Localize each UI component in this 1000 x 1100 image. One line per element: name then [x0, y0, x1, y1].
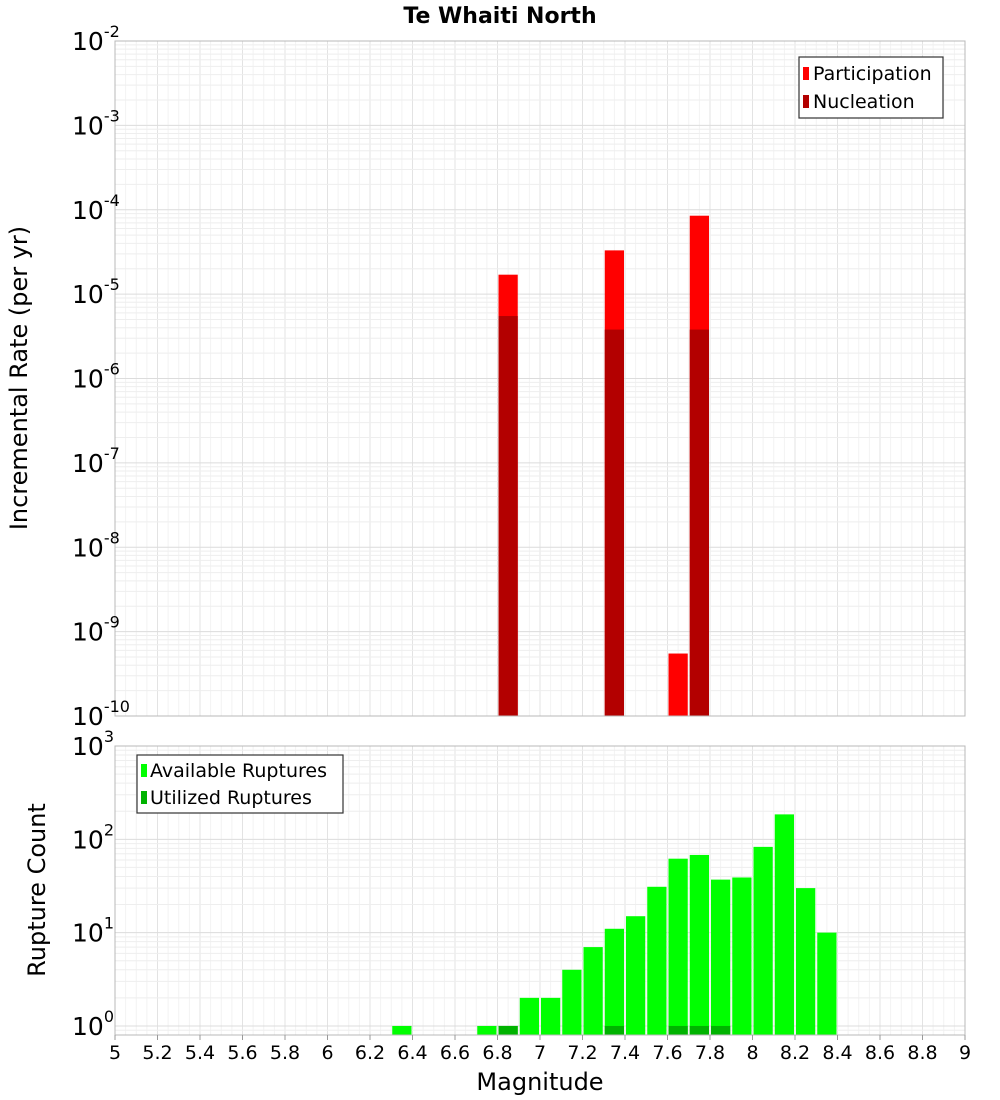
available-ruptures-bar: [392, 1025, 412, 1035]
x-tick-label: 5.2: [142, 1042, 172, 1064]
available-ruptures-bar: [562, 969, 582, 1035]
legend-label-utilized: Utilized Ruptures: [150, 787, 312, 809]
legend-swatch-available: [141, 764, 147, 777]
participation-bar: [668, 653, 688, 716]
available-ruptures-bar: [774, 814, 794, 1035]
x-tick-label: 6: [321, 1042, 333, 1064]
x-tick-label: 7: [534, 1042, 546, 1064]
x-tick-label: 7.6: [652, 1042, 682, 1064]
available-ruptures-bar: [732, 877, 752, 1035]
rate-legend-box: [798, 56, 944, 119]
x-tick-label: 5.8: [270, 1042, 300, 1064]
legend-label-nucleation: Nucleation: [813, 91, 915, 113]
rate-y-tick-label: 10-9: [72, 613, 120, 647]
x-tick-label: 6.2: [355, 1042, 385, 1064]
chart-title: Te Whaiti North: [403, 4, 596, 29]
x-tick-label: 5.6: [227, 1042, 257, 1064]
rate-y-tick-label: 10-6: [72, 360, 120, 394]
rate-y-tick-label: 10-8: [72, 528, 120, 562]
count-panel: 100 101 102 103 5 5.2 5.4 5.6 5.8 6 6.2 6.4 6.6 6.8 7…: [23, 727, 971, 1096]
utilized-ruptures-bar: [689, 1025, 709, 1035]
count-y-tick-label: 100: [72, 1007, 114, 1041]
x-tick-label: 6.8: [482, 1042, 512, 1064]
x-tick-label: 8.4: [822, 1042, 852, 1064]
available-ruptures-bar: [519, 997, 539, 1035]
x-tick-label: 9: [959, 1042, 971, 1064]
utilized-ruptures-bar: [668, 1025, 688, 1035]
x-tick-label: 6.6: [440, 1042, 470, 1064]
x-tick-label: 8.6: [865, 1042, 895, 1064]
available-ruptures-bar: [668, 858, 688, 1035]
utilized-ruptures-bar: [711, 1025, 731, 1035]
rate-gridlines: [114, 41, 966, 717]
x-axis-label: Magnitude: [476, 1068, 603, 1096]
count-legend-box: [136, 754, 344, 814]
available-ruptures-bar: [541, 997, 561, 1035]
available-ruptures-bar: [647, 886, 667, 1035]
x-tick-label: 7.8: [695, 1042, 725, 1064]
rate-y-tick-label: 10-5: [72, 275, 120, 309]
x-tick-label: 8.8: [907, 1042, 937, 1064]
count-y-axis-label: Rupture Count: [23, 803, 51, 977]
nucleation-bar: [604, 329, 624, 716]
available-ruptures-bar: [711, 879, 731, 1035]
available-ruptures-bar: [817, 932, 837, 1035]
available-ruptures-bar: [477, 1025, 497, 1035]
legend-swatch-participation: [803, 67, 809, 80]
rate-y-tick-label: 10-7: [72, 444, 120, 478]
x-tick-label: 5: [109, 1042, 121, 1064]
count-bars: [392, 814, 837, 1035]
rate-y-ticks: 10-10 10-9 10-8 10-7 10-6 10-5 10-4 10-3 10-2: [72, 22, 130, 731]
nucleation-bar: [498, 316, 518, 716]
x-tick-label: 6.4: [397, 1042, 427, 1064]
available-ruptures-bar: [753, 846, 773, 1035]
available-ruptures-bar: [626, 916, 646, 1035]
count-x-ticks: 5 5.2 5.4 5.6 5.8 6 6.2 6.4 6.6 6.8 7 7.2 7.4 7.6 7.8 8…: [109, 1035, 971, 1064]
legend-swatch-utilized: [141, 791, 147, 804]
rate-y-tick-label: 10-3: [72, 106, 120, 140]
count-legend: Available Ruptures Utilized Ruptures: [136, 754, 344, 814]
rate-y-axis-label: Incremental Rate (per yr): [5, 226, 33, 530]
legend-swatch-nucleation: [803, 95, 809, 108]
count-y-tick-label: 102: [72, 820, 114, 854]
x-tick-label: 8.2: [780, 1042, 810, 1064]
available-ruptures-bar: [583, 947, 603, 1035]
rate-y-tick-label: 10-4: [72, 191, 120, 225]
x-tick-label: 5.4: [185, 1042, 215, 1064]
available-ruptures-bar: [689, 854, 709, 1035]
rate-legend: Participation Nucleation: [798, 56, 944, 119]
available-ruptures-bar: [796, 888, 816, 1035]
legend-label-available: Available Ruptures: [150, 760, 327, 782]
utilized-ruptures-bar: [604, 1025, 624, 1035]
x-tick-label: 7.4: [610, 1042, 640, 1064]
count-y-tick-label: 101: [72, 914, 114, 948]
count-y-tick-label: 103: [72, 727, 114, 761]
rate-plot-border: [114, 40, 966, 717]
rate-bars: [498, 215, 709, 717]
x-tick-label: 8: [746, 1042, 758, 1064]
x-tick-label: 7.2: [567, 1042, 597, 1064]
utilized-ruptures-bar: [498, 1025, 518, 1035]
available-ruptures-bar: [604, 928, 624, 1035]
rate-y-tick-label: 10-10: [72, 697, 130, 731]
nucleation-bar: [689, 329, 709, 716]
rate-y-tick-label: 10-2: [72, 22, 120, 56]
rate-panel: 10-10 10-9 10-8 10-7 10-6 10-5 10-4 10-3 10-2 In…: [5, 22, 966, 731]
count-y-ticks: 100 101 102 103: [72, 727, 114, 1041]
legend-label-participation: Participation: [813, 63, 932, 85]
